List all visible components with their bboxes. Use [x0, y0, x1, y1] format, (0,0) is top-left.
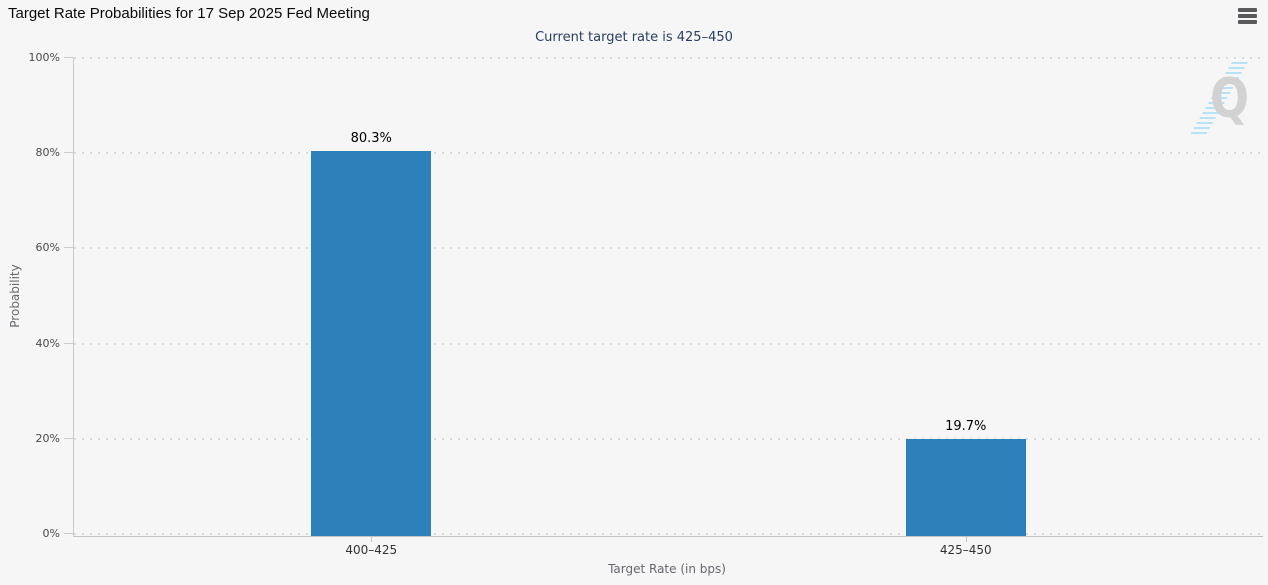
- y-axis-tick: [64, 437, 73, 439]
- bar-value-label: 19.7%: [945, 419, 987, 435]
- x-axis-tick: [965, 537, 967, 542]
- quikstrike-q-logo-icon: Q: [1210, 67, 1249, 130]
- y-grid-line: [74, 342, 1263, 345]
- y-grid-line: [74, 152, 1263, 155]
- x-tick-label: 400–425: [345, 543, 398, 557]
- y-axis-tick: [64, 342, 73, 344]
- y-tick-label: 60%: [35, 241, 60, 255]
- quikstrike-watermark: Q: [1190, 60, 1268, 145]
- probability-bar[interactable]: [905, 439, 1026, 536]
- probability-bar[interactable]: [311, 150, 432, 536]
- y-axis-tick: [64, 247, 73, 249]
- y-axis-tick: [64, 57, 73, 58]
- plot-area: Q 0% 20% 40% 60% 80% 100% 80.3% 400–425 19.7% 425…: [29, 52, 1263, 557]
- y-tick-label: 20%: [35, 431, 60, 445]
- y-axis-tick: [64, 533, 73, 534]
- hamburger-icon: [1238, 20, 1257, 24]
- y-tick-label: 80%: [35, 146, 60, 160]
- x-axis-title: Target Rate (in bps): [608, 562, 726, 576]
- hamburger-icon: [1238, 14, 1257, 18]
- hamburger-icon: [1238, 8, 1257, 12]
- y-tick-label: 100%: [28, 51, 60, 64]
- bar-value-label: 80.3%: [350, 130, 392, 146]
- y-tick-label: 40%: [35, 336, 60, 350]
- y-tick-label: 0%: [42, 527, 60, 540]
- x-tick-label: 425–450: [939, 543, 992, 557]
- y-axis-title: Probability: [8, 264, 22, 328]
- y-grid-line: [74, 533, 1263, 535]
- watermark-stripes-icon: [1190, 62, 1248, 134]
- y-grid-line: [74, 437, 1263, 440]
- y-grid-line: [74, 57, 1263, 59]
- y-grid-line: [74, 247, 1263, 250]
- x-axis-tick: [371, 537, 373, 542]
- y-axis-tick: [64, 152, 73, 154]
- chart-context-menu-button[interactable]: [1238, 8, 1260, 26]
- chart-title: Target Rate Probabilities for 17 Sep 202…: [8, 5, 370, 22]
- chart-subtitle: Current target rate is 425–450: [535, 30, 733, 45]
